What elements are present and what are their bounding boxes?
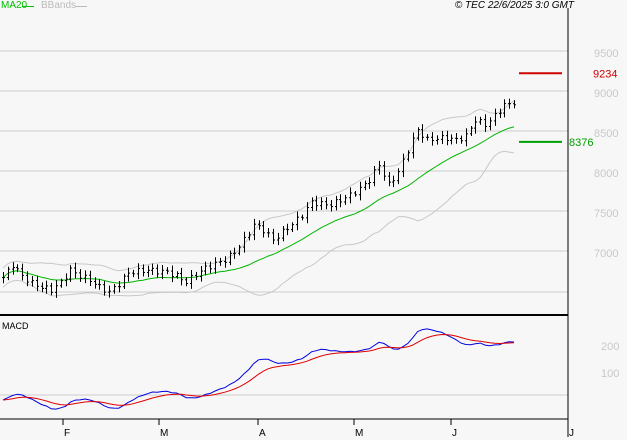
support-level-label: 8376 [569,137,593,149]
price-tick-label: 7000 [594,248,618,260]
bollinger-lower [2,150,515,297]
ma20-legend-swatch [22,6,34,7]
bollinger-upper [2,100,515,272]
macd-tick-label: 200 [601,341,619,353]
ma20-line [2,126,515,284]
x-tick-label: M [160,428,168,439]
price-tick-label: 7500 [594,208,618,220]
macd-tick-label: 100 [601,368,619,380]
price-tick-label: 8000 [594,168,618,180]
x-tick-label: M [355,428,363,439]
macd-title: MACD [2,321,29,331]
macd-signal-line [2,333,515,406]
bbands-legend-swatch [75,6,87,7]
price-tick-label: 8500 [594,128,618,140]
bbands-legend: BBands [41,0,77,11]
price-tick-label: 9000 [594,88,618,100]
ma20-legend: MA20 [1,0,28,11]
resistance-level-label: 9234 [593,68,617,80]
price-tick-label: 9500 [594,48,618,60]
x-tick-label: F [64,428,70,439]
x-tick-label: J [569,428,574,439]
x-tick-label: J [452,428,457,439]
x-tick-label: A [259,428,266,439]
copyright-timestamp: © TEC 22/6/2025 3:0 GMT [454,0,574,11]
macd-line [2,328,515,410]
